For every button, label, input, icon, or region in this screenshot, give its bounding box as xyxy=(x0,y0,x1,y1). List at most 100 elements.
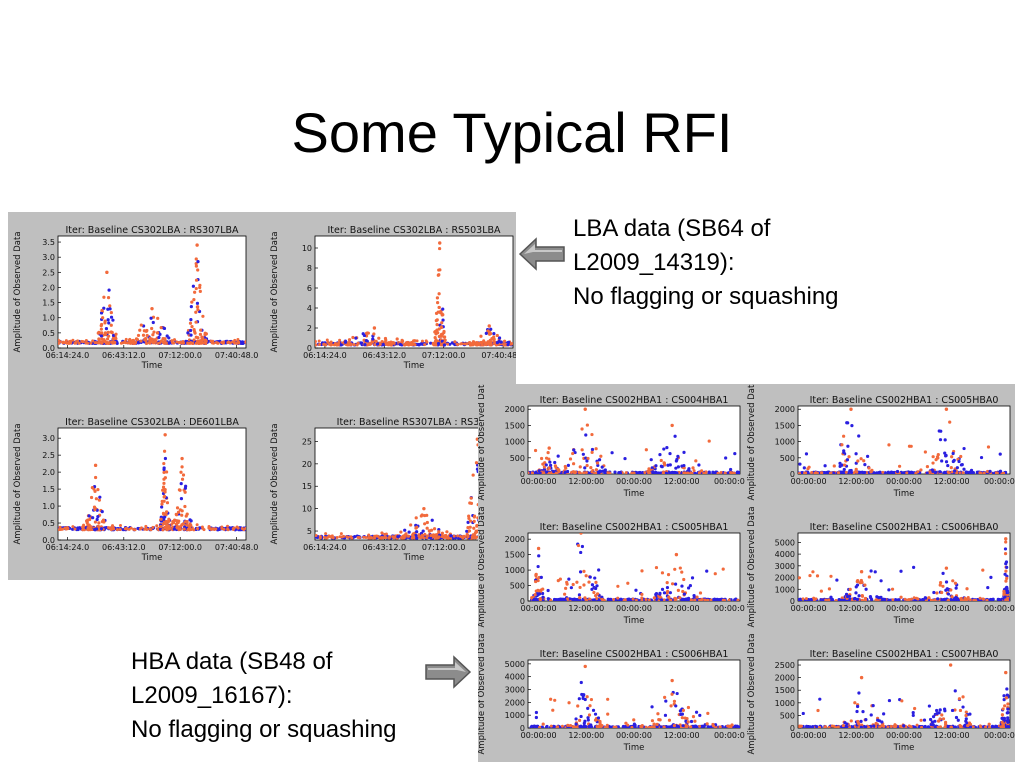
data-point xyxy=(964,717,968,721)
data-point xyxy=(106,330,110,335)
plot-area xyxy=(57,427,247,541)
data-point xyxy=(841,723,845,728)
data-point xyxy=(100,340,104,344)
data-point xyxy=(616,584,620,588)
data-point xyxy=(422,506,426,511)
data-point xyxy=(590,432,594,437)
data-point xyxy=(733,452,737,456)
data-point xyxy=(1001,725,1006,728)
data-point xyxy=(144,524,148,528)
data-point xyxy=(686,598,690,601)
data-point xyxy=(163,456,168,461)
data-point xyxy=(578,585,582,590)
data-point xyxy=(484,341,488,345)
data-point xyxy=(566,463,570,467)
data-point xyxy=(807,465,811,469)
data-point xyxy=(563,470,567,474)
data-point xyxy=(586,718,590,722)
data-point xyxy=(991,597,995,601)
data-point xyxy=(862,459,866,463)
data-point xyxy=(688,584,692,588)
lba-caption: LBA data (SB64 of L2009_14319): No flagg… xyxy=(573,212,839,314)
x-tick-label: 00:00:0 xyxy=(714,731,745,740)
data-point xyxy=(1006,716,1010,720)
data-point xyxy=(94,497,98,501)
data-point xyxy=(423,343,427,347)
data-point xyxy=(660,571,665,575)
data-point xyxy=(139,339,143,343)
data-point xyxy=(943,720,948,724)
lba-caption-line-2: L2009_14319): xyxy=(573,249,735,276)
data-point xyxy=(668,451,672,456)
data-point xyxy=(530,471,535,474)
data-point xyxy=(856,704,860,709)
data-point xyxy=(680,570,684,574)
data-point xyxy=(194,286,198,291)
data-point xyxy=(556,454,560,458)
data-point xyxy=(100,308,104,313)
data-point xyxy=(693,598,697,601)
x-tick-label: 06:14:24.0 xyxy=(303,351,347,360)
data-point xyxy=(226,341,230,345)
data-point xyxy=(989,575,993,579)
data-point xyxy=(664,471,668,474)
data-point xyxy=(916,597,920,601)
data-point xyxy=(315,339,317,343)
data-point xyxy=(76,339,80,343)
data-point xyxy=(690,471,694,474)
data-point xyxy=(93,489,97,493)
data-point xyxy=(968,598,972,601)
scatter-points xyxy=(58,243,246,346)
data-point xyxy=(347,341,351,345)
data-point xyxy=(962,467,966,471)
data-point xyxy=(931,461,935,465)
data-point xyxy=(733,598,737,601)
data-point xyxy=(433,330,437,334)
data-point xyxy=(735,470,740,474)
data-point xyxy=(175,506,180,510)
data-point xyxy=(399,530,403,534)
data-point xyxy=(667,595,671,599)
data-point xyxy=(866,454,870,458)
data-point xyxy=(151,320,155,325)
data-point xyxy=(387,536,391,540)
data-point xyxy=(567,577,571,581)
y-tick-label: 0 xyxy=(790,724,795,733)
data-point xyxy=(186,527,191,531)
data-point xyxy=(899,595,903,599)
data-point xyxy=(836,471,841,474)
data-point xyxy=(985,598,989,601)
data-point xyxy=(936,719,941,723)
data-point xyxy=(196,308,200,312)
data-point xyxy=(811,725,815,728)
data-point xyxy=(437,292,441,296)
data-point xyxy=(468,519,473,523)
data-point xyxy=(670,678,674,683)
data-point xyxy=(858,470,862,474)
data-point xyxy=(133,528,137,532)
data-point xyxy=(380,531,384,535)
data-point xyxy=(1003,704,1007,708)
data-point xyxy=(160,505,164,509)
data-point xyxy=(578,570,583,574)
data-point xyxy=(968,725,972,728)
data-point xyxy=(197,341,201,346)
data-point xyxy=(915,723,919,727)
subplot-title: Iter: Baseline CS002HBA1 : CS006HBA0 xyxy=(810,522,999,533)
data-point xyxy=(378,536,382,540)
data-point xyxy=(456,343,460,347)
data-point xyxy=(231,340,235,344)
data-point xyxy=(606,697,610,701)
data-point xyxy=(694,710,699,714)
data-point xyxy=(955,471,959,474)
data-point xyxy=(573,450,577,455)
data-point xyxy=(994,471,999,474)
data-point xyxy=(577,470,581,474)
data-point xyxy=(981,568,985,572)
data-point xyxy=(176,510,181,514)
data-point xyxy=(533,592,537,597)
data-point xyxy=(164,512,168,516)
x-tick-label: 00:00:00 xyxy=(791,477,827,486)
data-point xyxy=(676,465,680,469)
data-point xyxy=(155,331,160,335)
